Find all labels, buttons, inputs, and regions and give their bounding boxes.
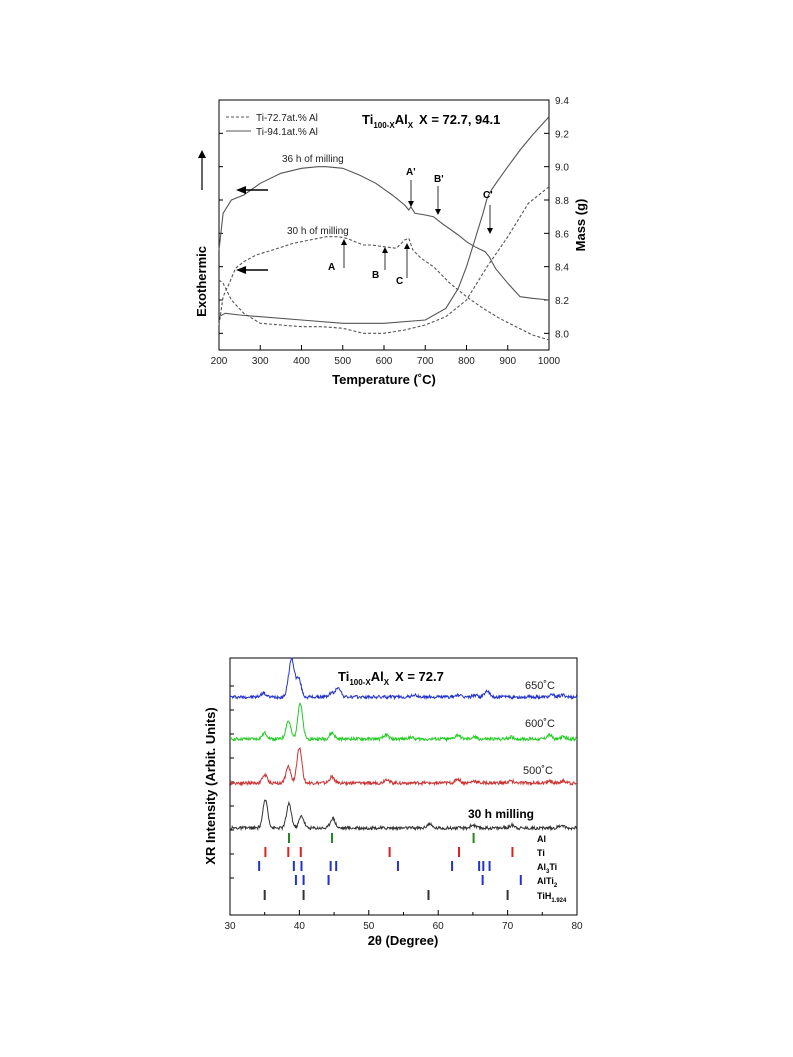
xrd-series-c600: [229, 702, 578, 743]
ref-label-TiH: TiH1.924: [537, 891, 567, 904]
dsc-chart: 200 300 400 500 600 700 800 900 1000 8.08.28.48.…: [194, 96, 588, 387]
marker-A-head: [341, 239, 347, 245]
dsc-y-tick-label: 9.0: [555, 163, 569, 174]
dsc-x-tick-label: 500: [334, 356, 351, 367]
arrow-36h-head: [236, 186, 246, 194]
label-600C: 600˚C: [525, 718, 555, 730]
arrow-30h-head: [236, 266, 246, 274]
xrd-chart-title: Ti100-XAlX X = 72.7: [338, 669, 444, 687]
annotation-30h: 30 h of milling: [287, 226, 349, 237]
label-500C: 500˚C: [523, 765, 553, 777]
annotation-36h: 36 h of milling: [282, 154, 344, 165]
exothermic-arrow-head: [198, 150, 206, 158]
xrd-series-c650: [229, 657, 578, 701]
marker-Cprime-label: C': [483, 190, 493, 201]
dsc-x-tick-label: 1000: [538, 356, 561, 367]
dsc-series-mass-72: [218, 186, 550, 334]
marker-C-label: C: [396, 276, 403, 287]
marker-Bprime-head: [435, 209, 441, 215]
marker-B-head: [382, 247, 388, 253]
marker-Aprime-head: [408, 201, 414, 207]
ref-label-Al3Ti: Al3Ti: [537, 862, 557, 875]
marker-A-label: A: [328, 262, 335, 273]
dsc-series-mass-94: [218, 116, 550, 324]
dsc-y-tick-label: 8.0: [555, 329, 569, 340]
marker-C-head: [404, 243, 410, 249]
dsc-series-dsc-94: [218, 166, 550, 301]
dsc-y-tick-label: 8.6: [555, 229, 569, 240]
exothermic-label-group: Exothermic: [194, 150, 209, 317]
dsc-x-tick-label: 300: [252, 356, 269, 367]
ref-label-Ti: Ti: [537, 848, 545, 858]
dsc-x-ticks: 200 300 400 500 600 700 800 900 1000: [211, 345, 561, 367]
dsc-y-tick-label: 9.4: [555, 96, 569, 107]
ref-label-AlTi2: AlTi2: [537, 876, 558, 889]
xrd-series-c30h: [229, 799, 578, 832]
peak-markers: A B C A' B' C': [328, 167, 493, 287]
xrd-x-label: 2θ (Degree): [368, 933, 439, 948]
dsc-y-tick-label: 8.8: [555, 196, 569, 207]
marker-Aprime-label: A': [406, 167, 416, 178]
dsc-x-tick-label: 900: [499, 356, 516, 367]
marker-B-label: B: [372, 270, 379, 281]
xrd-series-lines: [229, 657, 578, 832]
xrd-series-c500: [229, 747, 578, 787]
axis-pointer-arrows: [236, 186, 268, 274]
dsc-x-label: Temperature (˚C): [332, 372, 436, 387]
dsc-legend: Ti-72.7at.% Al Ti-94.1at.% Al: [226, 113, 318, 138]
xrd-x-tick-label: 60: [433, 921, 445, 932]
dsc-chart-title: Ti100-XAlX X = 72.7, 94.1: [362, 112, 500, 130]
xrd-x-tick-label: 70: [502, 921, 514, 932]
xrd-x-tick-label: 40: [294, 921, 306, 932]
marker-Cprime-head: [487, 228, 493, 234]
xrd-y-label: XR Intensity (Arbit. Units): [203, 707, 218, 864]
dsc-series-lines: [218, 116, 550, 341]
legend-label-94: Ti-94.1at.% Al: [256, 127, 318, 138]
xrd-x-ticks: 30 40 50 60 70 80: [224, 685, 583, 932]
xrd-x-tick-label: 30: [224, 921, 236, 932]
xrd-x-tick-label: 50: [363, 921, 375, 932]
dsc-x-tick-label: 400: [293, 356, 310, 367]
legend-label-72: Ti-72.7at.% Al: [256, 113, 318, 124]
dsc-x-tick-label: 600: [376, 356, 393, 367]
marker-Bprime-label: B': [434, 174, 444, 185]
xrd-x-tick-label: 80: [571, 921, 583, 932]
dsc-x-tick-label: 800: [458, 356, 475, 367]
dsc-right-y-ticks: 8.0 8.2 8.4 8.6 8.8 9.0 9.2 9.4: [219, 96, 569, 340]
dsc-series-dsc-72: [218, 236, 550, 341]
dsc-x-tick-label: 700: [417, 356, 434, 367]
label-30h-milling: 30 h milling: [468, 807, 534, 821]
ref-label-Al: Al: [537, 834, 546, 844]
dsc-y-tick-label: 9.2: [555, 129, 569, 140]
xrd-reference-phases: [258, 833, 522, 900]
dsc-x-tick-label: 200: [211, 356, 228, 367]
label-650C: 650˚C: [525, 680, 555, 692]
dsc-right-y-label: Mass (g): [573, 199, 588, 252]
dsc-left-y-label: Exothermic: [194, 246, 209, 317]
dsc-y-tick-label: 8.4: [555, 263, 569, 274]
dsc-y-tick-label: 8.2: [555, 296, 569, 307]
